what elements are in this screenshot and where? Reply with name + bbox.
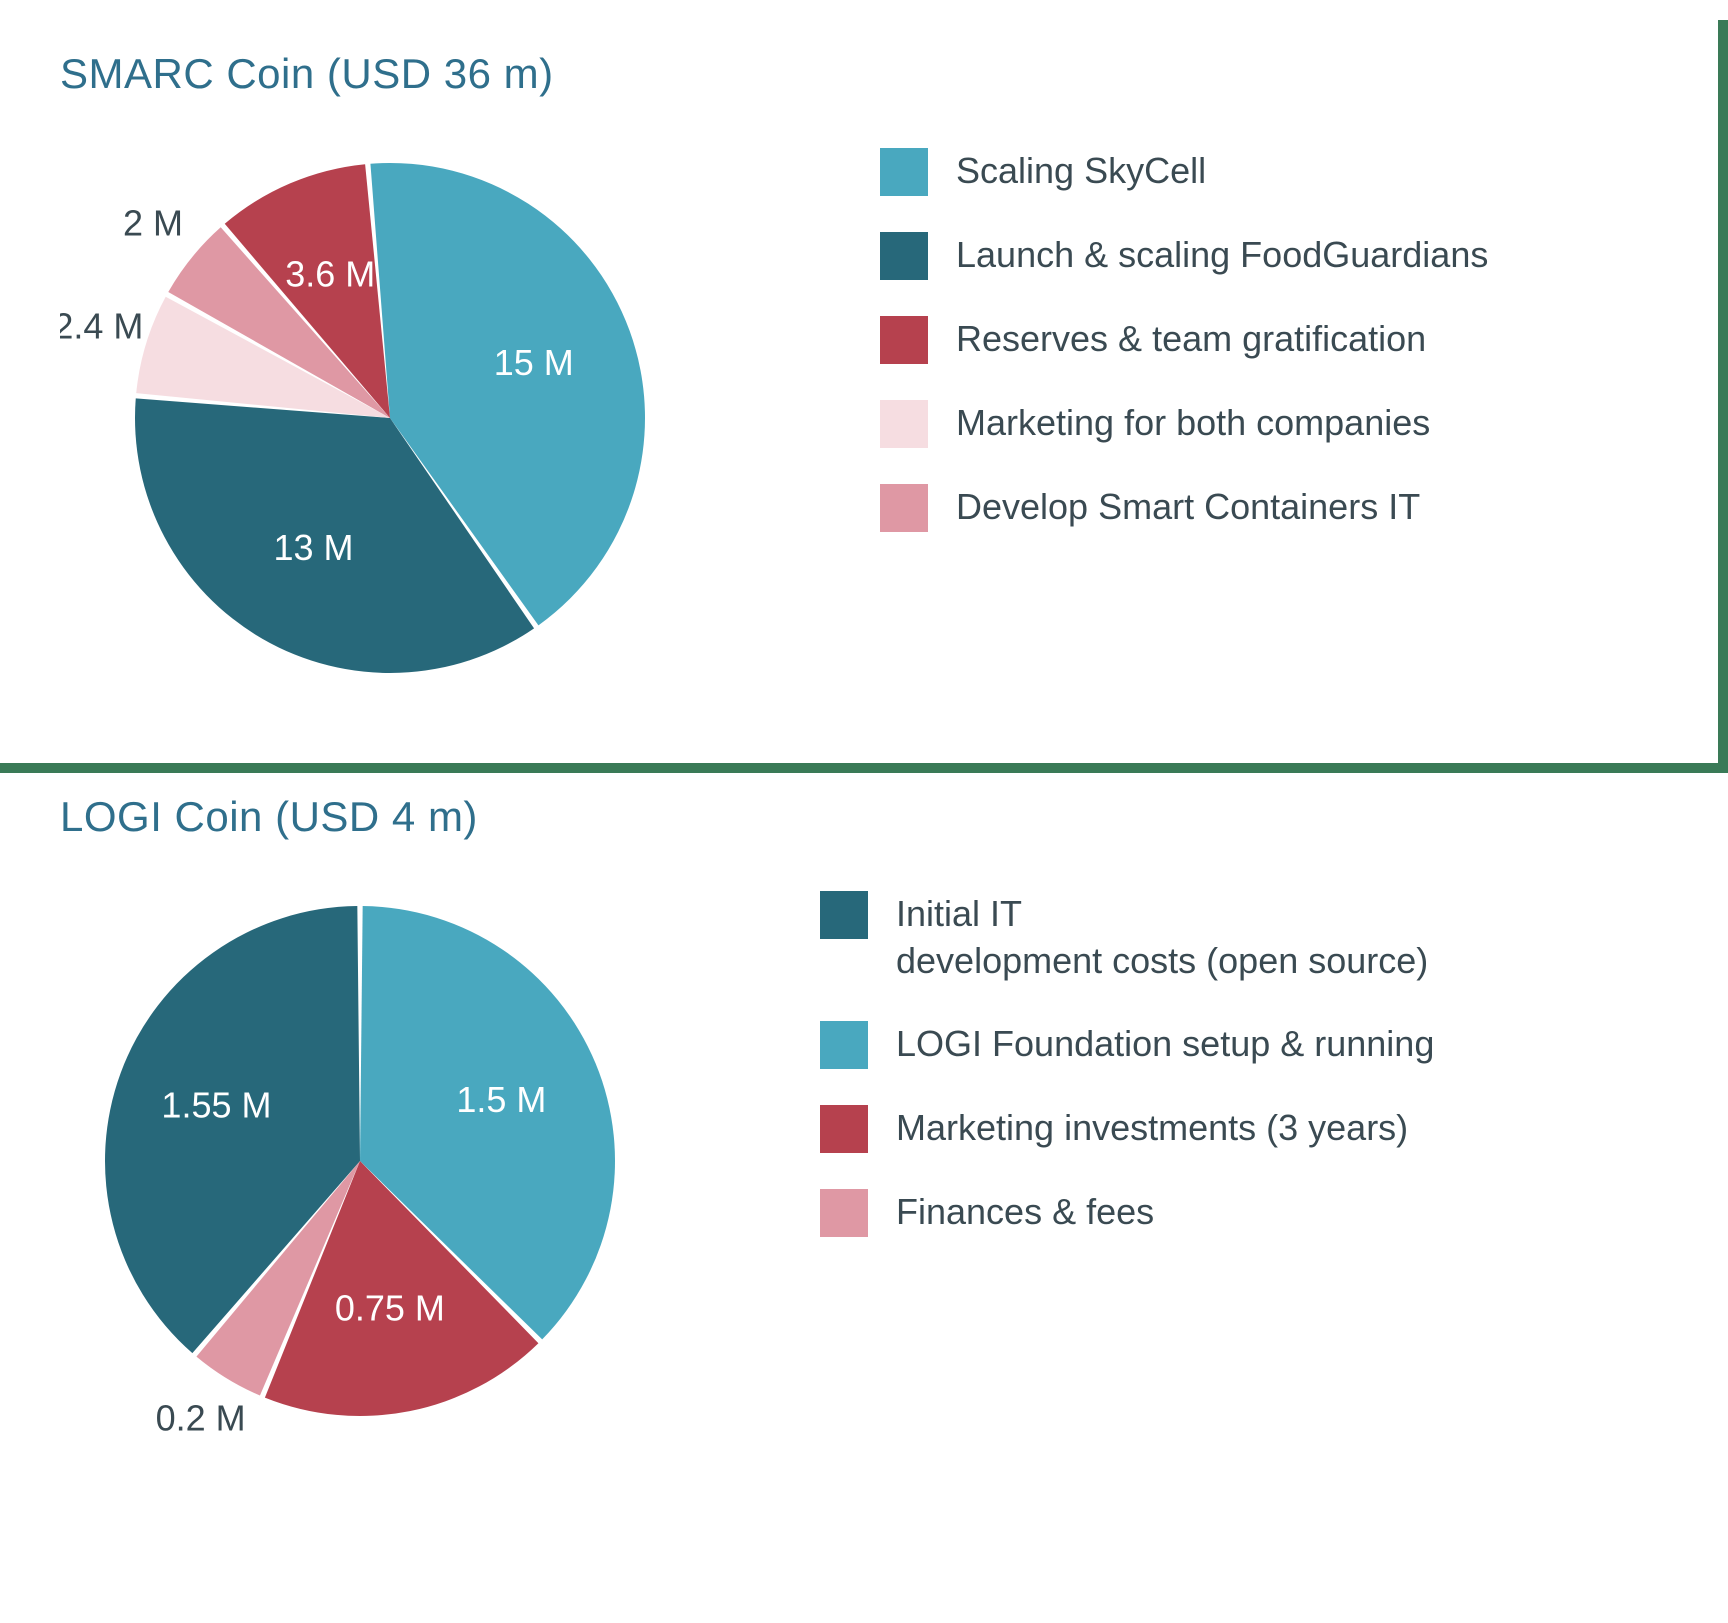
logi-title: LOGI Coin (USD 4 m) (60, 793, 1668, 841)
smarc-legend-item-3: Develop Smart Containers IT (880, 484, 1488, 532)
smarc-legend-label-3: Develop Smart Containers IT (956, 484, 1420, 531)
smarc-title: SMARC Coin (USD 36 m) (60, 50, 1658, 98)
logi-slice-label-0: 1.5 M (456, 1079, 546, 1120)
smarc-legend-label-0: Scaling SkyCell (956, 148, 1206, 195)
logi-legend-swatch-3 (820, 891, 868, 939)
smarc-slice-label-3: 2 M (123, 203, 183, 244)
smarc-legend-swatch-2 (880, 400, 928, 448)
smarc-legend-swatch-0 (880, 148, 928, 196)
logi-legend-item-0: LOGI Foundation setup & running (820, 1021, 1434, 1069)
logi-legend-label-3: Initial ITdevelopment costs (open source… (896, 891, 1428, 985)
smarc-legend-item-4: Reserves & team gratification (880, 316, 1488, 364)
logi-legend-swatch-0 (820, 1021, 868, 1069)
smarc-slice-label-1: 13 M (273, 527, 353, 568)
smarc-slice-label-2: 2.4 M (60, 305, 143, 346)
smarc-legend-label-1: Launch & scaling FoodGuardians (956, 232, 1488, 279)
smarc-legend-item-2: Marketing for both companies (880, 400, 1488, 448)
logi-legend: Initial ITdevelopment costs (open source… (820, 881, 1434, 1237)
smarc-pie: 15 M 13 M 2.4 M 2 M 3.6 M (60, 138, 760, 713)
smarc-legend-label-4: Reserves & team gratification (956, 316, 1426, 363)
logi-legend-item-2: Finances & fees (820, 1189, 1434, 1237)
logi-legend-item-3: Initial ITdevelopment costs (open source… (820, 891, 1434, 985)
logi-slice-label-2: 0.2 M (156, 1398, 246, 1439)
smarc-legend-swatch-1 (880, 232, 928, 280)
smarc-legend: Scaling SkyCell Launch & scaling FoodGuar… (880, 138, 1488, 532)
logi-chart-row: 1.5 M 0.75 M 0.2 M 1.55 M Initial ITdevelop… (60, 881, 1668, 1486)
smarc-slice-label-4: 3.6 M (285, 254, 375, 295)
smarc-legend-item-0: Scaling SkyCell (880, 148, 1488, 196)
smarc-legend-swatch-3 (880, 484, 928, 532)
smarc-slice-label-0: 15 M (494, 342, 574, 383)
logi-legend-swatch-2 (820, 1189, 868, 1237)
logi-slice-label-1: 0.75 M (335, 1288, 445, 1329)
page: SMARC Coin (USD 36 m) 15 M 13 M 2.4 M 2 M 3.… (0, 0, 1728, 1566)
logi-panel: LOGI Coin (USD 4 m) 1.5 M 0.75 M 0.2 M 1.55… (0, 773, 1728, 1526)
logi-legend-label-2: Finances & fees (896, 1189, 1154, 1236)
smarc-legend-swatch-4 (880, 316, 928, 364)
logi-legend-swatch-1 (820, 1105, 868, 1153)
smarc-panel: SMARC Coin (USD 36 m) 15 M 13 M 2.4 M 2 M 3.… (0, 20, 1728, 773)
logi-legend-label-0: LOGI Foundation setup & running (896, 1021, 1434, 1068)
logi-legend-item-1: Marketing investments (3 years) (820, 1105, 1434, 1153)
logi-pie: 1.5 M 0.75 M 0.2 M 1.55 M (60, 881, 700, 1486)
logi-pie-svg: 1.5 M 0.75 M 0.2 M 1.55 M (60, 881, 700, 1481)
logi-slice-label-3: 1.55 M (161, 1085, 271, 1126)
smarc-pie-svg: 15 M 13 M 2.4 M 2 M 3.6 M (60, 138, 760, 708)
smarc-chart-row: 15 M 13 M 2.4 M 2 M 3.6 M Scaling SkyCell Lau… (60, 138, 1658, 713)
smarc-legend-label-2: Marketing for both companies (956, 400, 1430, 447)
smarc-legend-item-1: Launch & scaling FoodGuardians (880, 232, 1488, 280)
logi-legend-label-1: Marketing investments (3 years) (896, 1105, 1408, 1152)
